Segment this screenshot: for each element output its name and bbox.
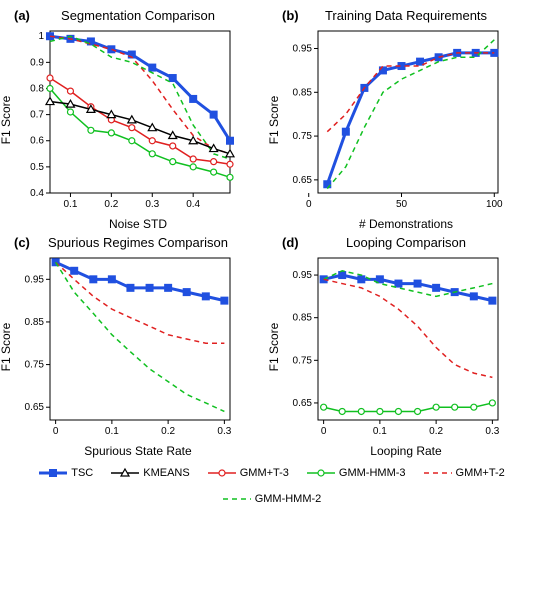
chart-c: 0 0.1 0.2 0.3 0.65 0.75 0.85 0.95: [8, 252, 238, 442]
legend-label: GMM-HMM-2: [255, 493, 322, 505]
svg-text:100: 100: [486, 199, 503, 210]
x-axis-label: # Demonstrations: [276, 217, 536, 231]
svg-text:0.1: 0.1: [105, 426, 119, 437]
legend-label: KMEANS: [143, 467, 189, 479]
svg-text:0.5: 0.5: [30, 162, 44, 173]
svg-text:0.4: 0.4: [186, 199, 200, 210]
panel-d: (d) Looping Comparison F1 Score 00.10.20…: [276, 235, 536, 458]
svg-text:0: 0: [53, 426, 59, 437]
svg-text:50: 50: [396, 199, 408, 210]
panel-label: (c): [14, 235, 30, 250]
x-axis-label: Spurious State Rate: [8, 444, 268, 458]
legend-label: GMM-HMM-3: [339, 467, 406, 479]
panel-label: (a): [14, 8, 30, 23]
svg-text:0.95: 0.95: [293, 44, 313, 55]
y-axis-label: F1 Score: [267, 96, 281, 145]
panel-title: Training Data Requirements: [276, 8, 536, 23]
svg-text:0.85: 0.85: [25, 317, 45, 328]
x-axis-label: Looping Rate: [276, 444, 536, 458]
svg-text:0.65: 0.65: [293, 175, 313, 186]
svg-text:0: 0: [321, 426, 327, 437]
svg-text:0: 0: [306, 199, 312, 210]
panel-label: (b): [282, 8, 299, 23]
legend-item-kmeans: KMEANS: [111, 466, 189, 480]
svg-text:0.95: 0.95: [25, 274, 45, 285]
panel-label: (d): [282, 235, 299, 250]
svg-text:0.85: 0.85: [293, 87, 313, 98]
svg-text:0.75: 0.75: [25, 360, 45, 371]
svg-text:0.3: 0.3: [485, 426, 499, 437]
svg-text:0.75: 0.75: [293, 131, 313, 142]
svg-text:0.1: 0.1: [64, 199, 78, 210]
panel-c: (c) Spurious Regimes Comparison F1 Score…: [8, 235, 268, 458]
legend: TSC KMEANS GMM+T-3 GMM-HMM-3 GMM+T-2 GMM-HMM-…: [8, 466, 536, 506]
svg-text:0.3: 0.3: [217, 426, 231, 437]
legend-label: GMM+T-3: [240, 467, 289, 479]
svg-text:0.8: 0.8: [30, 83, 44, 94]
chart-b: 0 50 100 0.65 0.75 0.85 0.95: [276, 25, 506, 215]
legend-label: GMM+T-2: [456, 467, 505, 479]
panel-title: Spurious Regimes Comparison: [8, 235, 268, 250]
legend-item-gmmhmm2: GMM-HMM-2: [223, 492, 322, 506]
chart-d: 0 0.1 0.2 0.3 0.65 0.75 0.85 0.95: [276, 252, 506, 442]
svg-text:0.6: 0.6: [30, 136, 44, 147]
panel-title: Segmentation Comparison: [8, 8, 268, 23]
svg-text:0.3: 0.3: [145, 199, 159, 210]
svg-text:0.85: 0.85: [293, 313, 313, 324]
svg-text:0.65: 0.65: [293, 398, 313, 409]
panel-title: Looping Comparison: [276, 235, 536, 250]
panel-a: (a) Segmentation Comparison F1 Score 0.1…: [8, 8, 268, 231]
svg-text:0.7: 0.7: [30, 110, 44, 121]
svg-text:0.2: 0.2: [104, 199, 118, 210]
chart-a: 0.1 0.2 0.3 0.4 0.4 0.5 0.6 0.7 0.8 0.9 1: [8, 25, 238, 215]
svg-text:0.75: 0.75: [293, 355, 313, 366]
svg-text:0.95: 0.95: [293, 270, 313, 281]
svg-text:0.2: 0.2: [429, 426, 443, 437]
svg-text:0.2: 0.2: [161, 426, 175, 437]
legend-item-gmmt2: GMM+T-2: [424, 466, 505, 480]
legend-item-gmmhmm3: GMM-HMM-3: [307, 466, 406, 480]
svg-text:0.65: 0.65: [25, 402, 45, 413]
y-axis-label: F1 Score: [0, 323, 13, 372]
y-axis-label: F1 Score: [0, 96, 13, 145]
svg-text:0.9: 0.9: [30, 57, 44, 68]
svg-text:1: 1: [38, 31, 44, 42]
svg-text:0.1: 0.1: [373, 426, 387, 437]
panel-b: (b) Training Data Requirements F1 Score …: [276, 8, 536, 231]
x-axis-label: Noise STD: [8, 217, 268, 231]
legend-item-gmmt3: GMM+T-3: [208, 466, 289, 480]
legend-label: TSC: [71, 467, 93, 479]
legend-item-tsc: TSC: [39, 466, 93, 480]
y-axis-label: F1 Score: [267, 323, 281, 372]
svg-text:0.4: 0.4: [30, 188, 44, 199]
